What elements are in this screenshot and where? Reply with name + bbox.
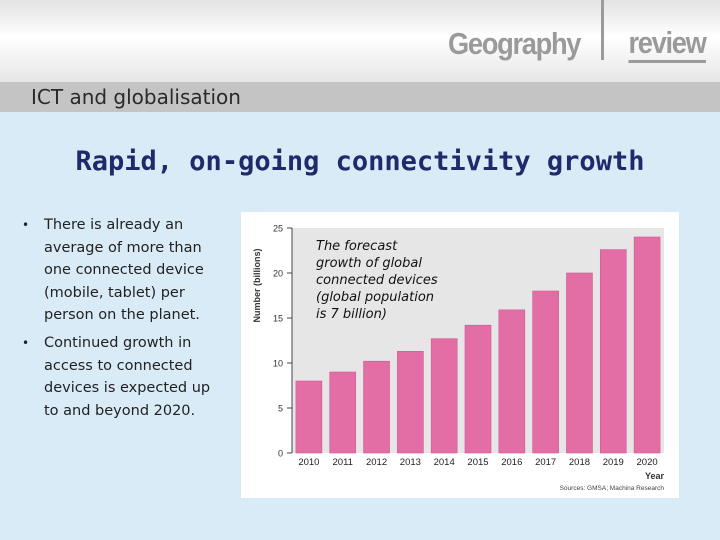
- bullet-text: There is already an average of more than…: [44, 217, 204, 324]
- bar-2014: [430, 338, 458, 454]
- section-title: ICT and globalisation: [31, 85, 241, 109]
- bullet-text: Continued growth in access to connected …: [44, 334, 211, 419]
- logo-divider: [601, 0, 604, 60]
- bar-2020: [633, 236, 661, 454]
- bar-2018: [566, 272, 593, 454]
- bar-2011: [329, 371, 357, 454]
- bar-2010: [295, 380, 323, 454]
- bullet-dot: •: [22, 335, 30, 350]
- bullet-item: • Continued growth in access to connecte…: [22, 332, 222, 422]
- x-tick-label: 2013: [400, 457, 421, 468]
- y-tick-label: 10: [273, 359, 283, 369]
- chart-panel: 0 5 10 15 20 25 2010 2011 2012 2013 2014 2015 2016 20…: [241, 212, 679, 498]
- x-tick-label: 2010: [298, 457, 319, 468]
- bar-2016: [498, 309, 526, 454]
- header-band: Geography review: [0, 0, 720, 82]
- y-tick-label: 0: [278, 449, 283, 459]
- x-tick-label: 2011: [333, 457, 353, 468]
- y-tick-label: 15: [273, 314, 283, 324]
- bullet-list: • There is already an average of more th…: [22, 214, 222, 427]
- chart-source: Sources: GMSA; Machina Research: [560, 485, 665, 492]
- logo-word-geography: Geography: [447, 26, 581, 61]
- bar-2019: [599, 249, 627, 454]
- bullet-item: • There is already an average of more th…: [22, 214, 222, 327]
- x-tick-label: 2020: [637, 457, 658, 468]
- x-axis-label: Year: [645, 471, 665, 481]
- x-tick-label: 2015: [467, 457, 488, 468]
- section-band: [0, 82, 720, 112]
- bar-2012: [363, 360, 390, 454]
- x-tick-label: 2018: [569, 457, 590, 468]
- bullet-dot: •: [22, 218, 30, 232]
- y-tick-label: 5: [278, 404, 283, 414]
- bar-2017: [532, 290, 559, 454]
- slide-title: Rapid, on-going connectivity growth: [75, 146, 645, 177]
- bar-chart: 0 5 10 15 20 25 2010 2011 2012 2013 2014 2015 2016 20…: [252, 224, 665, 493]
- x-tick-label: 2019: [603, 457, 624, 468]
- x-tick-label: 2016: [501, 457, 522, 468]
- x-tick-label: 2014: [434, 457, 455, 468]
- bar-2013: [397, 351, 424, 454]
- y-axis-label: Number (billions): [252, 248, 262, 322]
- bar-2015: [464, 324, 492, 454]
- x-tick-label: 2012: [366, 457, 387, 468]
- y-tick-label: 20: [273, 269, 283, 279]
- chart-annotation: The forecast growth of global connected …: [316, 239, 438, 322]
- y-tick-label: 25: [273, 224, 283, 234]
- x-tick-label: 2017: [535, 457, 556, 468]
- logo-word-review: review: [628, 26, 707, 63]
